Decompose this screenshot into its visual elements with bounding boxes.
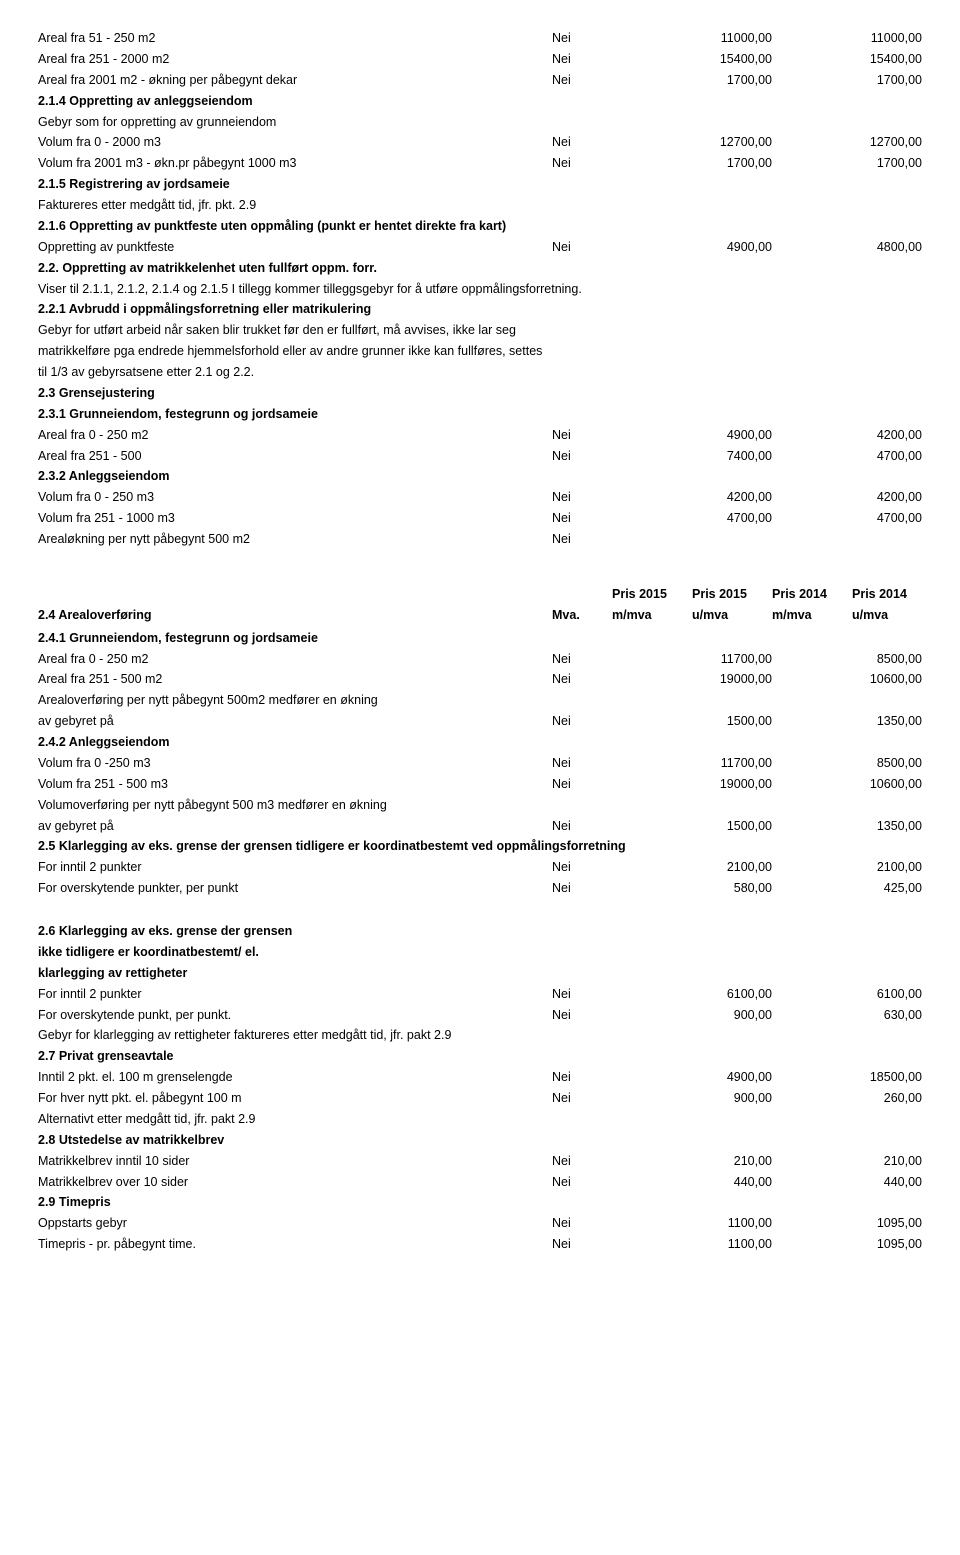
text-line: Gebyr for klarlegging av rettigheter fak… [38,1025,922,1046]
section-title: ikke tidligere er koordinatbestemt/ el. [38,942,922,963]
section-title: 2.3 Grensejustering [38,383,922,404]
table-row: For hver nytt pkt. el. påbegynt 100 m Ne… [38,1088,922,1109]
text-line: Faktureres etter medgått tid, jfr. pkt. … [38,195,922,216]
table-row: Areal fra 2001 m2 - økning per påbegynt … [38,70,922,91]
section-title: 2.4.2 Anleggseiendom [38,732,922,753]
table-row: Areal fra 0 - 250 m2 Nei 11700,00 8500,0… [38,649,922,670]
table-row: Volum fra 0 - 2000 m3 Nei 12700,00 12700… [38,132,922,153]
table-row: Areal fra 251 - 500 Nei 7400,00 4700,00 [38,446,922,467]
mva-col: Nei [552,30,612,47]
table-row: Volum fra 0 -250 m3 Nei 11700,00 8500,00 [38,753,922,774]
table-row: Timepris - pr. påbegynt time. Nei 1100,0… [38,1234,922,1255]
table-row: Inntil 2 pkt. el. 100 m grenselengde Nei… [38,1067,922,1088]
text-line: Gebyr for utført arbeid når saken blir t… [38,320,922,341]
table-row: Oppstarts gebyr Nei 1100,00 1095,00 [38,1213,922,1234]
section-title: 2.6 Klarlegging av eks. grense der grens… [38,921,922,942]
section-title: 2.1.5 Registrering av jordsameie [38,174,922,195]
text-line: Alternativt etter medgått tid, jfr. pakt… [38,1109,922,1130]
value-b: 11000,00 [772,30,922,47]
section-title: 2.1.4 Oppretting av anleggseiendom [38,91,922,112]
section-title: 2.3.1 Grunneiendom, festegrunn og jordsa… [38,404,922,425]
section-title: 2.8 Utstedelse av matrikkelbrev [38,1130,922,1151]
text-line: Gebyr som for oppretting av grunneiendom [38,112,922,133]
text-line: Volumoverføring per nytt påbegynt 500 m3… [38,795,922,816]
table-row: av gebyret på Nei 1500,00 1350,00 [38,711,922,732]
section-title: 2.5 Klarlegging av eks. grense der grens… [38,836,922,857]
table-row: Volum fra 0 - 250 m3 Nei 4200,00 4200,00 [38,487,922,508]
value-a: 11000,00 [612,30,772,47]
table-row: For inntil 2 punkter Nei 6100,00 6100,00 [38,984,922,1005]
text-line: Viser til 2.1.1, 2.1.2, 2.1.4 og 2.1.5 I… [38,279,922,300]
table-row: Matrikkelbrev inntil 10 sider Nei 210,00… [38,1151,922,1172]
table-row: Oppretting av punktfeste Nei 4900,00 480… [38,237,922,258]
text-line: matrikkelføre pga endrede hjemmelsforhol… [38,341,922,362]
table-row: For overskytende punkt, per punkt. Nei 9… [38,1005,922,1026]
section-title: 2.2.1 Avbrudd i oppmålingsforretning ell… [38,299,922,320]
table-row: Areal fra 0 - 250 m2 Nei 4900,00 4200,00 [38,425,922,446]
table-row: av gebyret på Nei 1500,00 1350,00 [38,816,922,837]
section-title: 2.7 Privat grenseavtale [38,1046,922,1067]
table-row: Matrikkelbrev over 10 sider Nei 440,00 4… [38,1172,922,1193]
row-label: Areal fra 51 - 250 m2 [38,30,552,47]
table-row: Volum fra 251 - 500 m3 Nei 19000,00 1060… [38,774,922,795]
section-title: 2.9 Timepris [38,1192,922,1213]
table-row: Areal fra 251 - 500 m2 Nei 19000,00 1060… [38,669,922,690]
section-title: 2.2. Oppretting av matrikkelenhet uten f… [38,258,922,279]
section-title: 2.3.2 Anleggseiendom [38,466,922,487]
table-row: For inntil 2 punkter Nei 2100,00 2100,00 [38,857,922,878]
table-row: For overskytende punkter, per punkt Nei … [38,878,922,899]
table-row: Arealøkning per nytt påbegynt 500 m2 Nei [38,529,922,550]
section-title: klarlegging av rettigheter [38,963,922,984]
text-line: til 1/3 av gebyrsatsene etter 2.1 og 2.2… [38,362,922,383]
table-row: Areal fra 51 - 250 m2 Nei 11000,00 11000… [38,28,922,49]
table-row: Volum fra 2001 m3 - økn.pr påbegynt 1000… [38,153,922,174]
section-title: 2.1.6 Oppretting av punktfeste uten oppm… [38,216,922,237]
table-row: Areal fra 251 - 2000 m2 Nei 15400,00 154… [38,49,922,70]
column-header: 2.4 Arealoverføring Mva. m/mva u/mva m/m… [38,607,922,628]
table-row: Volum fra 251 - 1000 m3 Nei 4700,00 4700… [38,508,922,529]
section-title: 2.4.1 Grunneiendom, festegrunn og jordsa… [38,628,922,649]
column-header: Pris 2015 Pris 2015 Pris 2014 Pris 2014 [38,572,922,607]
text-line: Arealoverføring per nytt påbegynt 500m2 … [38,690,922,711]
